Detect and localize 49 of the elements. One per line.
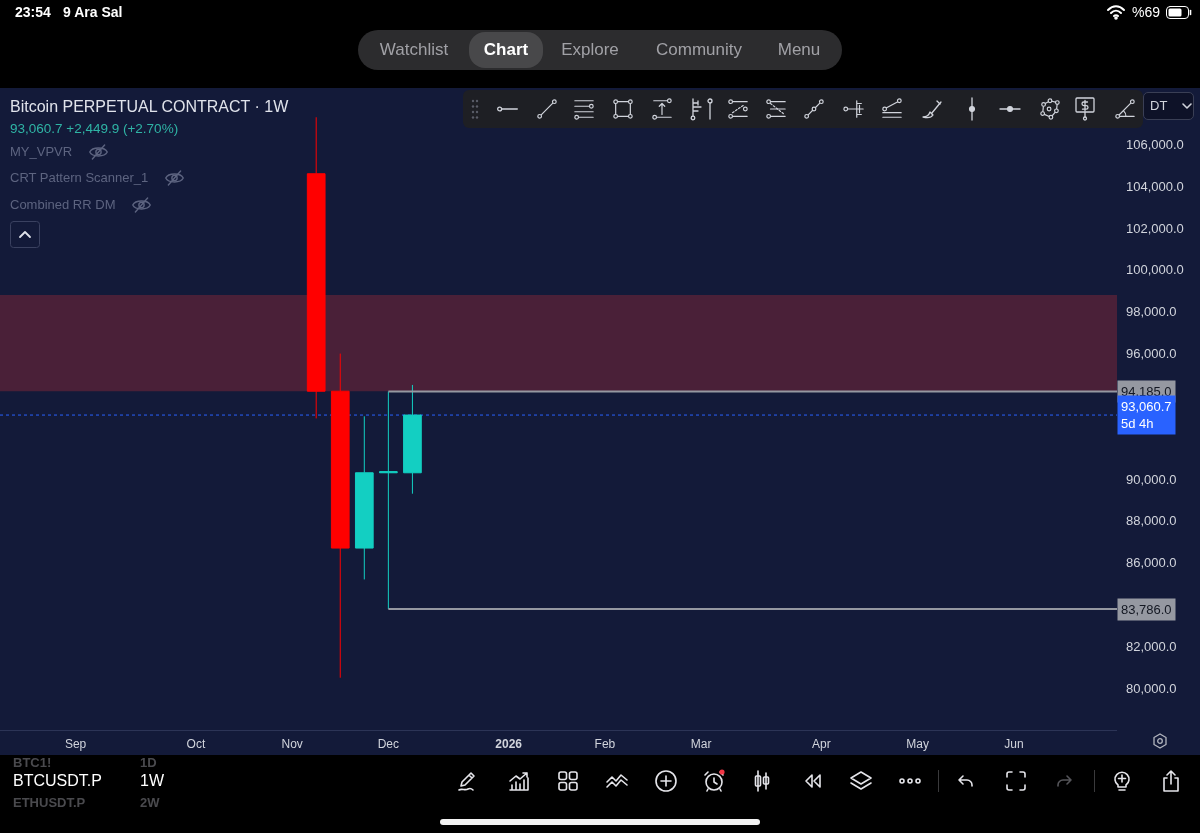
- annotation: CRT Pattern Scanner_1: [10, 169, 149, 186]
- annotation: Combined RR DM: [10, 196, 116, 213]
- y-tick-label: 106,000.0: [1126, 137, 1184, 153]
- text: DT: [1150, 97, 1168, 114]
- text: 93,060.7 +2,449.9 (+2.70%): [10, 121, 179, 137]
- text: BTCUSDT.P: [13, 771, 102, 791]
- data-label: 83,786.0: [1121, 602, 1172, 617]
- x-tick-label: Jun: [1004, 737, 1024, 752]
- y-tick-label: 102,000.0: [1126, 220, 1184, 236]
- y-tick-label: 86,000.0: [1126, 555, 1177, 571]
- x-tick-label: Mar: [690, 737, 712, 752]
- x-tick-label: May: [906, 737, 929, 752]
- ref-line-label: 93,060.7 5d 4h: [1121, 399, 1172, 431]
- text: %69: [1132, 3, 1161, 21]
- text: 1W: [140, 771, 164, 791]
- text: 9 Ara Sal: [63, 3, 123, 21]
- text: Community: [656, 40, 742, 60]
- x-tick-label: Oct: [186, 737, 206, 752]
- candlestick: [379, 391, 398, 610]
- text: 23:54: [15, 3, 51, 21]
- text: 2W: [140, 794, 160, 811]
- text: Explore: [561, 40, 619, 60]
- text: Chart: [468, 32, 544, 68]
- text: 1D: [140, 754, 157, 771]
- x-tick-label: Apr: [812, 737, 831, 752]
- candlestick: [306, 116, 326, 419]
- x-tick-label: 2026: [495, 737, 523, 752]
- y-tick-label: 88,000.0: [1126, 513, 1177, 529]
- y-tick-label: 80,000.0: [1126, 680, 1177, 696]
- x-tick-label: Nov: [281, 737, 303, 752]
- x-tick-label: Sep: [64, 737, 87, 752]
- y-tick-label: 82,000.0: [1126, 638, 1177, 654]
- annotation: MY_VPVR: [10, 143, 73, 160]
- text: Bitcoin PERPETUAL CONTRACT · 1W: [10, 97, 289, 117]
- x-tick-label: Dec: [377, 737, 400, 752]
- data-label: 94,185.0: [1121, 384, 1172, 399]
- text: Watchlist: [379, 40, 449, 60]
- y-tick-label: 96,000.0: [1126, 346, 1177, 362]
- y-tick-label: 104,000.0: [1126, 178, 1184, 194]
- y-tick-label: 90,000.0: [1126, 471, 1177, 487]
- text: Menu: [777, 40, 821, 60]
- candlestick: [403, 384, 422, 495]
- y-tick-label: 100,000.0: [1126, 262, 1184, 278]
- text: BTC1!: [13, 754, 52, 771]
- x-tick-label: Feb: [594, 737, 616, 752]
- candlestick: [330, 353, 350, 679]
- y-tick-label: 98,000.0: [1126, 304, 1177, 320]
- candlestick: [354, 415, 374, 580]
- text: ETHUSDT.P: [13, 794, 86, 811]
